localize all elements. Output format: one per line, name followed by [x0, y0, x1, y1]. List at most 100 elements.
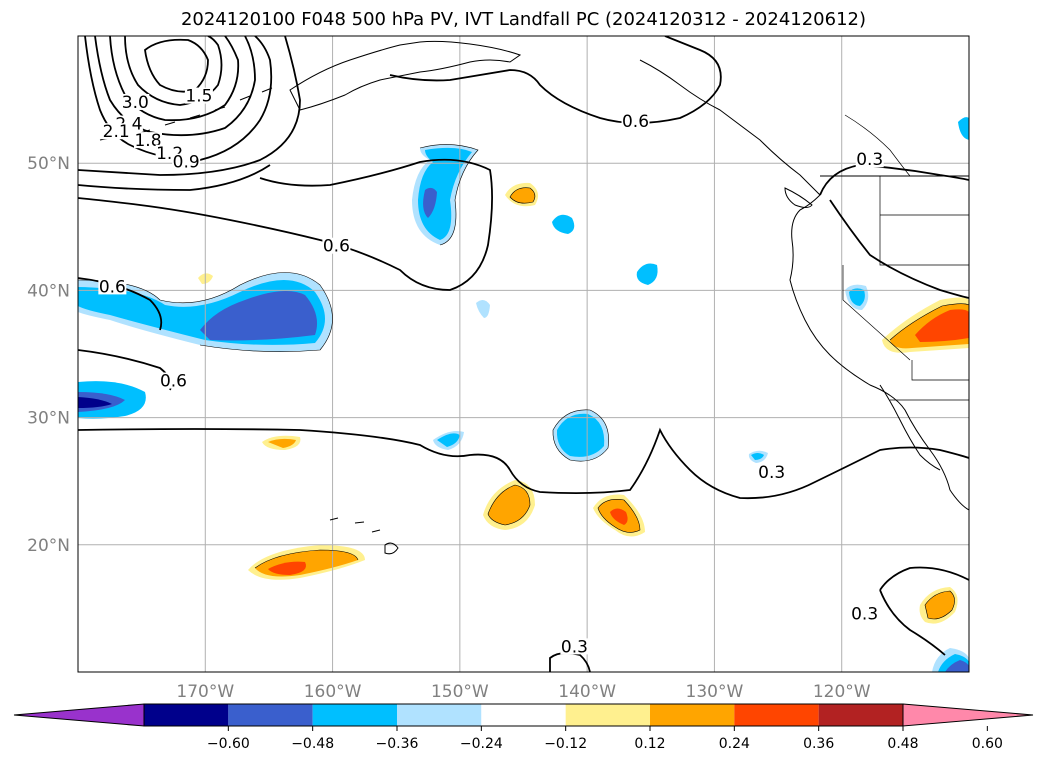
negative-anomaly-region	[849, 288, 865, 306]
positive-anomaly-region	[925, 591, 955, 619]
colorbar-tick-label: −0.60	[207, 736, 250, 752]
map-panel: 3.01.52.42.11.81.20.90.60.30.60.60.60.30…	[77, 35, 970, 673]
colorbar-segment	[397, 704, 482, 726]
latitude-axis: 20°N 30°N 40°N 50°N	[27, 154, 70, 556]
pv-contour	[109, 36, 240, 122]
contour-label: 0.3	[758, 463, 785, 483]
contour-labels: 3.01.52.42.11.81.20.90.60.30.60.60.60.30…	[98, 87, 884, 657]
negative-anomaly-region	[423, 187, 437, 218]
colorbar-tick-label: −0.12	[544, 736, 587, 752]
positive-anomaly-region	[488, 485, 530, 525]
contour-label: 0.6	[622, 112, 649, 132]
colorbar-tick-label: 0.48	[887, 736, 918, 752]
positive-anomaly-region	[510, 187, 535, 204]
pv-contour	[78, 36, 301, 176]
hawaii-islands	[329, 517, 399, 555]
map-title: 2024120100 F048 500 hPa PV, IVT Landfall…	[180, 9, 867, 30]
longitude-tick-label: 120°W	[813, 682, 871, 702]
alaska-coastline	[289, 40, 522, 111]
longitude-tick-label: 140°W	[558, 682, 616, 702]
colorbar-segment	[734, 704, 819, 726]
positive-anomaly-region	[610, 508, 628, 525]
colorbar-tick-label: −0.48	[291, 736, 334, 752]
colorbar-tick-label: 0.12	[634, 736, 665, 752]
contour-label-background	[159, 372, 188, 389]
coastlines	[99, 40, 969, 555]
contour-label-background	[560, 638, 589, 655]
colorbar: −0.60 −0.48 −0.36 −0.24 −0.12 0.12 0.24 0.36 0.4…	[13, 703, 1034, 752]
positive-anomaly-region	[268, 438, 296, 448]
colorbar-segment	[565, 704, 650, 726]
baja-california	[879, 384, 941, 471]
contour-label-background	[757, 464, 786, 481]
vancouver-island	[784, 187, 813, 208]
negative-anomaly-region	[636, 263, 658, 285]
negative-anomaly-region	[751, 453, 764, 460]
longitude-tick-label: 160°W	[304, 682, 362, 702]
colorbar-tick-label: 0.36	[803, 736, 834, 752]
pv-contour	[549, 652, 591, 672]
contour-label: 3.0	[122, 93, 149, 113]
colorbar-min-extension	[13, 703, 145, 727]
negative-anomaly-region	[958, 117, 969, 140]
negative-anomaly-region	[437, 433, 460, 447]
pv-contour	[94, 36, 256, 137]
pv-contour	[879, 589, 946, 656]
pv-contour	[819, 164, 969, 196]
west-coast-north-america	[789, 194, 969, 511]
map-frame	[77, 35, 970, 673]
positive-anomaly-region	[268, 561, 306, 575]
colorbar-segment	[481, 704, 566, 726]
longitude-axis: 170°W 160°W 150°W 140°W 130°W 120°W	[176, 682, 870, 702]
negative-anomaly-region	[552, 214, 575, 234]
colorbar-segment	[228, 704, 313, 726]
contour-label-background	[98, 278, 127, 295]
colorbar-frame	[143, 703, 904, 727]
anomaly-outlines	[78, 144, 969, 620]
contour-label: 0.3	[851, 604, 878, 624]
longitude-tick-label: 130°W	[686, 682, 744, 702]
contour-label-background	[184, 87, 213, 104]
contour-label-background	[621, 113, 650, 130]
pv-contour	[78, 158, 493, 291]
latitude-tick-label: 30°N	[27, 409, 70, 429]
pv-contour	[78, 164, 271, 191]
contour-label-background	[322, 237, 351, 254]
contour-label: 1.5	[185, 87, 212, 107]
latitude-tick-label: 50°N	[27, 154, 70, 174]
contour-label-background	[134, 132, 163, 149]
longitude-tick-label: 150°W	[431, 682, 489, 702]
negative-anomaly-region	[945, 660, 969, 672]
contour-label-background	[850, 605, 879, 622]
alaska-panhandle-coast	[639, 59, 821, 196]
colorbar-segment	[312, 704, 397, 726]
latitude-tick-label: 40°N	[27, 281, 70, 301]
contour-label: 2.1	[103, 122, 130, 142]
colorbar-tick-label: 0.60	[972, 736, 1003, 752]
contour-label: 0.3	[856, 150, 883, 170]
map-background	[78, 36, 969, 672]
pv-contours	[78, 36, 969, 672]
contour-label: 0.9	[173, 153, 200, 173]
negative-anomaly-region	[200, 291, 318, 341]
negative-anomaly-region	[556, 413, 605, 457]
colorbar-tick-label: 0.24	[719, 736, 750, 752]
negative-anomaly-region	[476, 299, 490, 318]
pv-contour	[829, 199, 969, 299]
colorbar-tick-label: −0.24	[460, 736, 503, 752]
contour-label: 1.8	[134, 131, 161, 151]
pv-contour	[78, 427, 969, 500]
positive-anomaly-region	[915, 309, 969, 342]
negative-anomaly-region	[78, 397, 112, 408]
colorbar-segment	[144, 704, 229, 726]
colorbar-segment	[650, 704, 735, 726]
longitude-tick-label: 170°W	[176, 682, 234, 702]
us-state-borders	[842, 176, 969, 381]
contour-label: 0.6	[99, 277, 126, 297]
colorbar-tick-label: −0.36	[376, 736, 419, 752]
pv-contour	[879, 566, 969, 591]
gridlines	[78, 36, 969, 672]
pv-contour	[389, 36, 722, 124]
contour-label: 0.6	[323, 237, 350, 257]
